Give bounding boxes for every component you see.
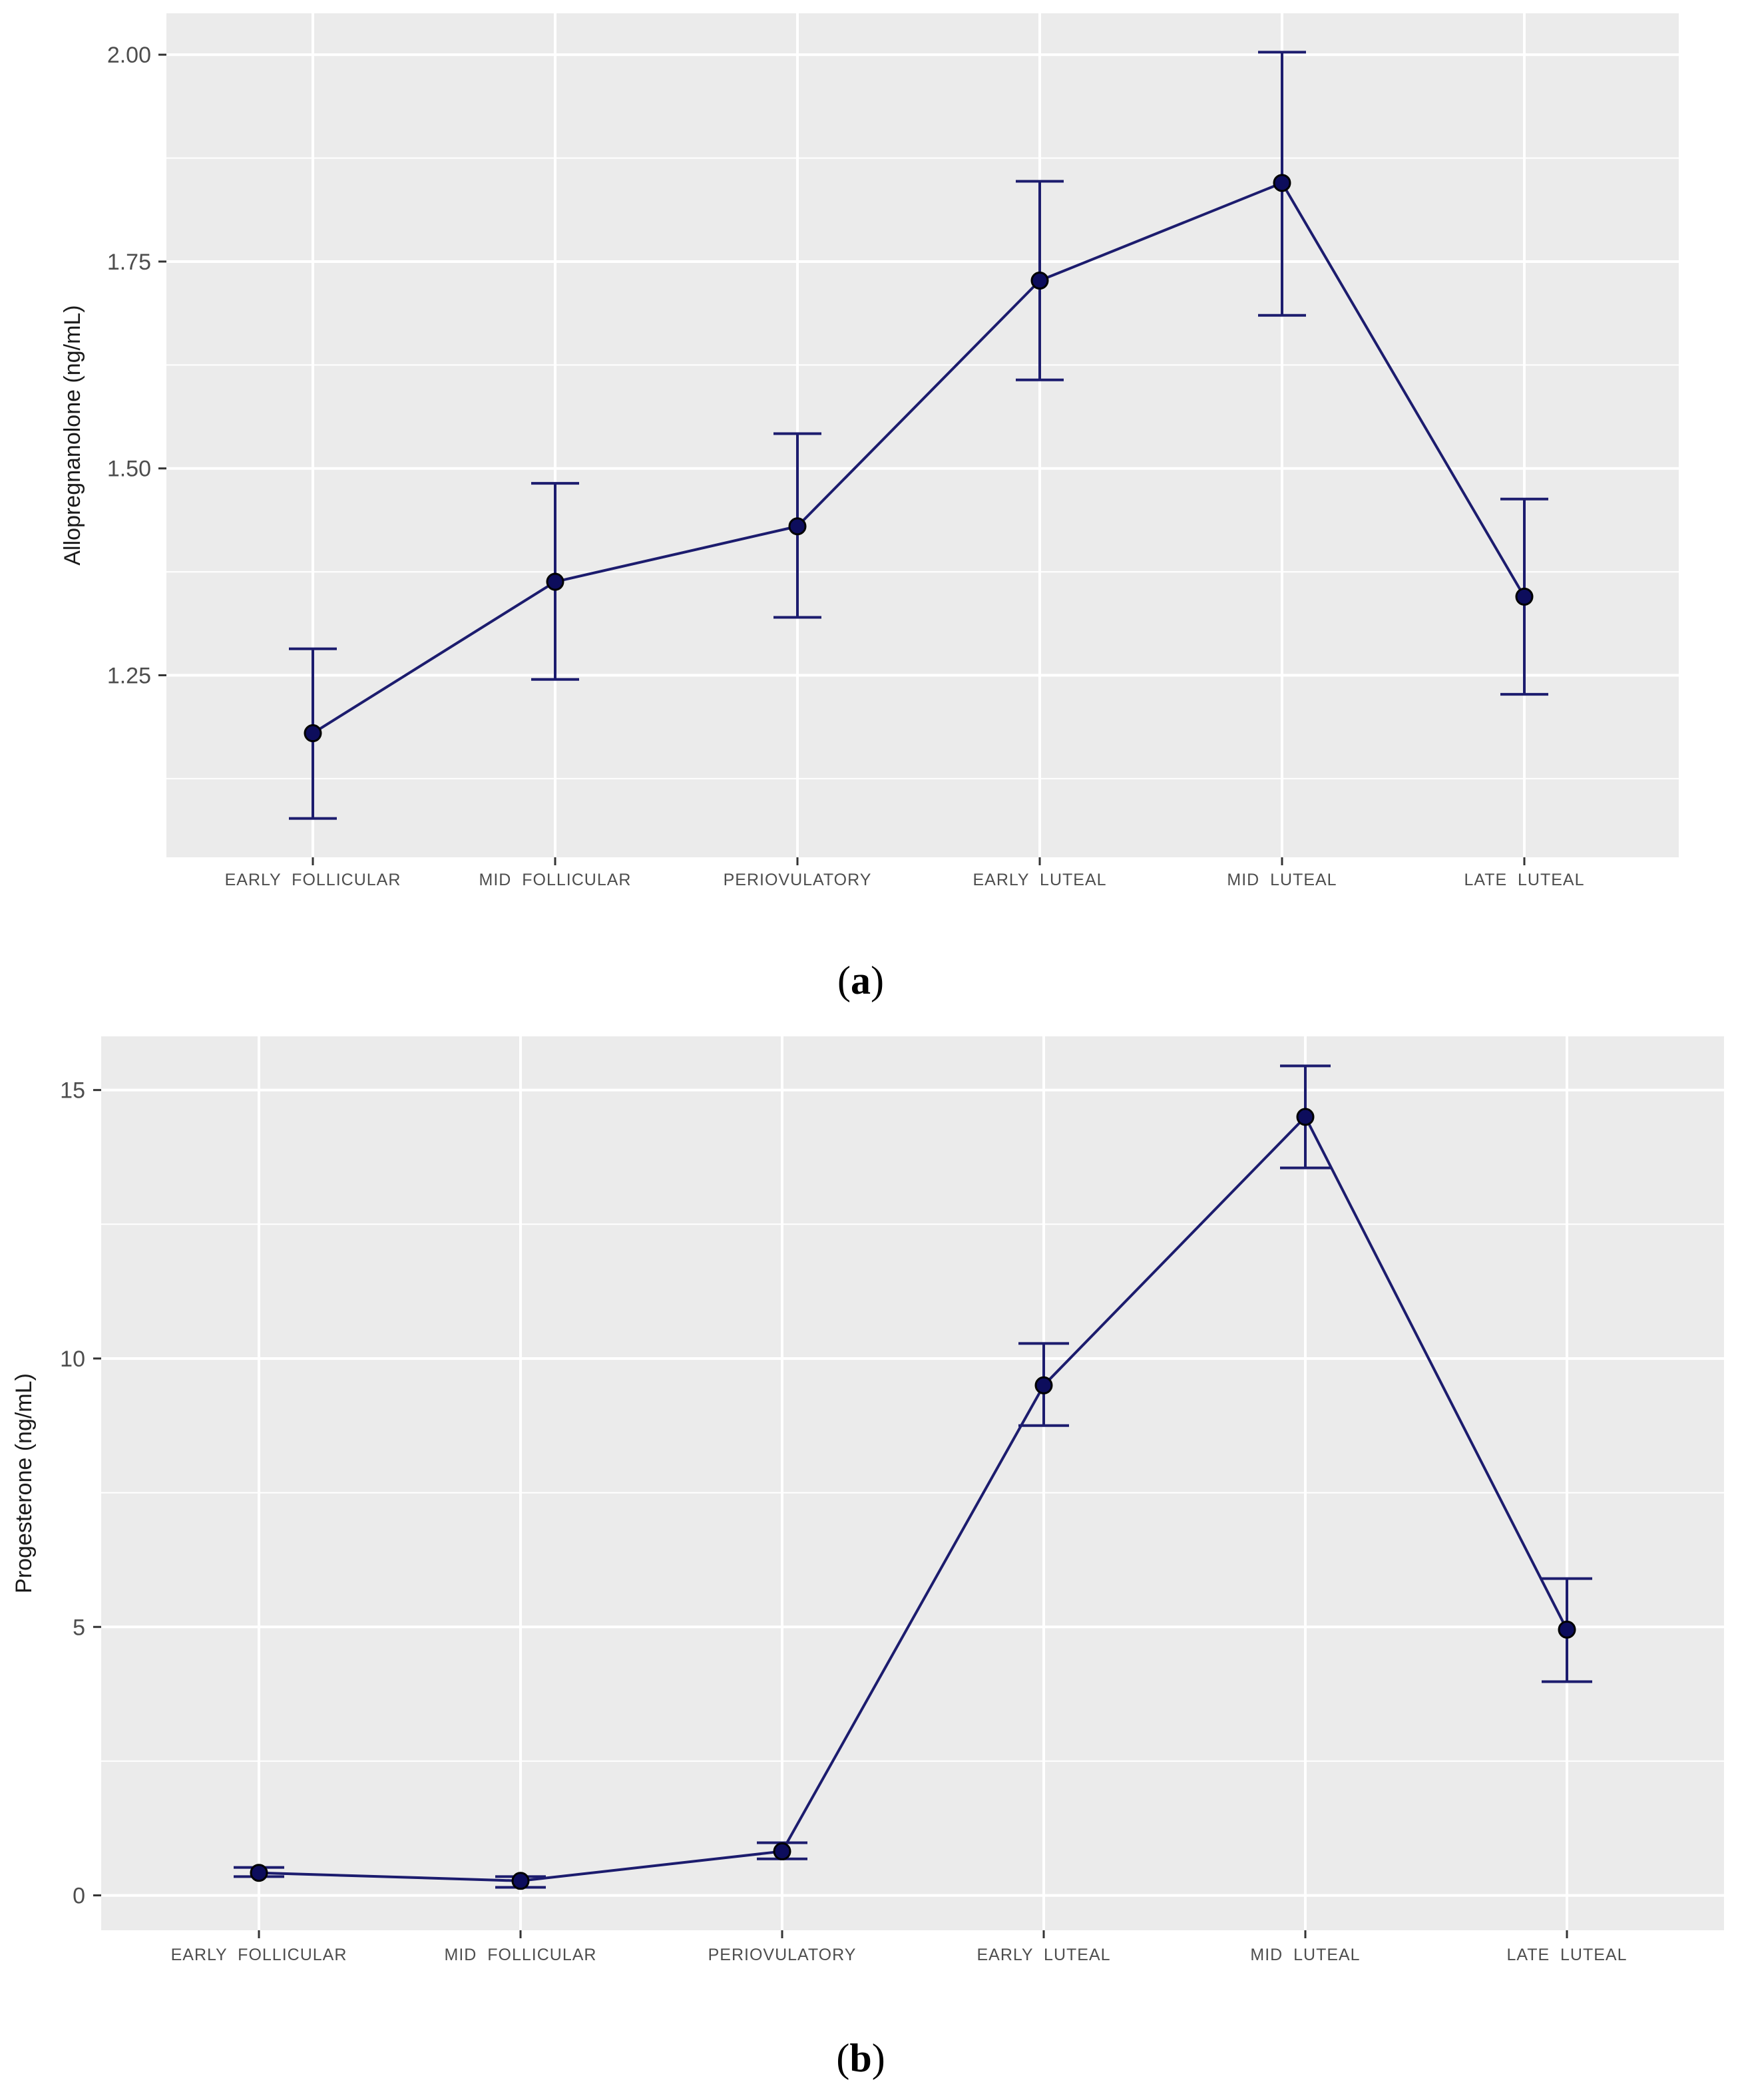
x-tick-label: LATE LUTEAL: [1506, 1946, 1627, 1964]
x-axis-ticks: EARLY FOLLICULAR MID FOLLICULAR PERIOVULAT…: [171, 1930, 1627, 1964]
chart-panel-a: 1.25 1.50 1.75 2.00 EARLY FOLLICULAR MID FOL…: [60, 13, 1679, 1002]
x-tick-label: MID FOLLICULAR: [479, 871, 632, 889]
x-tick-label: PERIOVULATORY: [708, 1946, 857, 1964]
x-tick-label: EARLY FOLLICULAR: [171, 1946, 347, 1964]
chart-panel-b: 0 5 10 15 EARLY FOLLICULAR MID FOLLICULAR PER…: [11, 1036, 1724, 2080]
data-point: [773, 1842, 791, 1860]
panel-label-letter: b: [849, 2036, 871, 2080]
x-axis-ticks: EARLY FOLLICULAR MID FOLLICULAR PERIOVULAT…: [225, 857, 1584, 889]
data-marks: [289, 51, 1548, 820]
series-line: [312, 181, 1526, 735]
y-tick-label: 1.75: [107, 250, 151, 275]
x-tick-label: EARLY LUTEAL: [977, 1946, 1110, 1964]
data-point: [1030, 272, 1049, 290]
data-point: [1273, 174, 1291, 192]
data-point: [546, 572, 564, 591]
data-point: [250, 1864, 268, 1882]
data-marks: [234, 1064, 1592, 1890]
plot-background: [101, 1036, 1724, 1930]
data-point: [788, 517, 807, 536]
x-tick-label: EARLY FOLLICULAR: [225, 871, 401, 889]
gridlines: [166, 13, 1679, 857]
y-tick-label: 0: [73, 1884, 85, 1909]
y-axis-title: Progesterone (ng/mL): [11, 1373, 37, 1593]
panel-label: (b): [836, 2036, 885, 2080]
y-tick-label: 1.50: [107, 457, 151, 482]
x-tick-label: MID LUTEAL: [1250, 1946, 1360, 1964]
x-tick-label: LATE LUTEAL: [1464, 871, 1584, 889]
data-point: [1558, 1620, 1576, 1639]
y-axis-ticks: 1.25 1.50 1.75 2.00: [107, 43, 166, 689]
x-tick-label: PERIOVULATORY: [724, 871, 872, 889]
y-axis-ticks: 0 5 10 15: [60, 1078, 101, 1909]
x-tick-label: MID FOLLICULAR: [445, 1946, 597, 1964]
x-tick-label: EARLY LUTEAL: [973, 871, 1106, 889]
panel-label-letter: a: [851, 958, 871, 1002]
y-tick-label: 10: [60, 1347, 85, 1372]
plot-background: [166, 13, 1679, 857]
y-tick-label: 15: [60, 1078, 85, 1104]
gridlines: [101, 1036, 1724, 1930]
y-axis-title: Allopregnanolone (ng/mL): [60, 305, 85, 565]
y-tick-label: 5: [73, 1615, 85, 1640]
data-point: [1034, 1376, 1053, 1394]
y-tick-label: 2.00: [107, 43, 151, 68]
series-line: [258, 1115, 1568, 1882]
data-point: [511, 1872, 530, 1890]
data-point: [304, 724, 322, 743]
panel-label: (a): [837, 958, 884, 1002]
data-point: [1515, 587, 1534, 606]
data-point: [1296, 1108, 1315, 1126]
y-tick-label: 1.25: [107, 664, 151, 689]
x-tick-label: MID LUTEAL: [1227, 871, 1337, 889]
